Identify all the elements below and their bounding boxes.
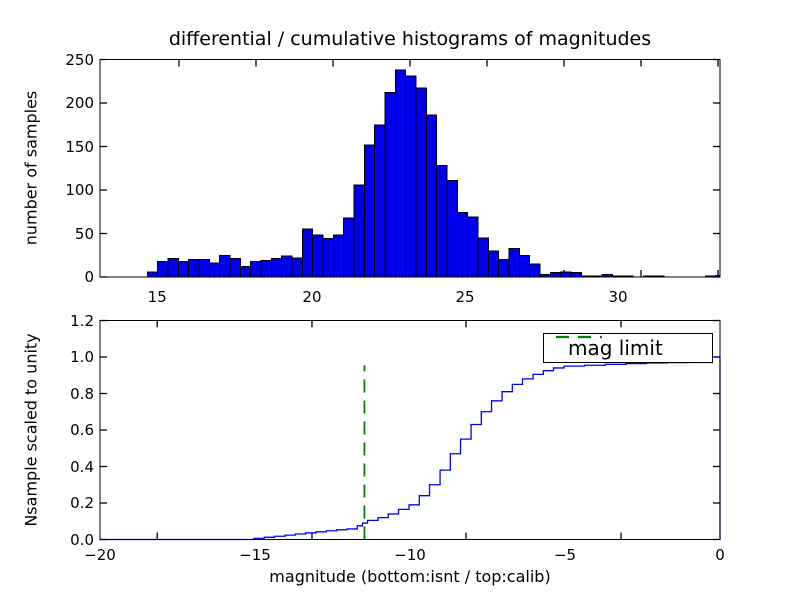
histogram-bar — [198, 259, 210, 278]
legend-box: mag limit — [543, 333, 713, 363]
bottom-x-tick-label: −10 — [394, 545, 426, 564]
histogram-bar — [384, 92, 396, 278]
bottom-y-axis-label: Nsample scaled to unity — [21, 333, 41, 527]
histogram-bar — [312, 234, 324, 278]
histogram-bar — [270, 258, 283, 278]
histogram-bar — [560, 271, 572, 278]
y-tick-label: 50 — [74, 224, 94, 243]
bottom-x-tick-label: −5 — [553, 545, 577, 564]
figure-title: differential / cumulative histograms of … — [168, 28, 652, 50]
top-plot-frame — [99, 58, 721, 278]
histogram-bar — [301, 228, 314, 278]
cumulative-step-curve — [100, 356, 721, 541]
histogram-bar — [487, 250, 500, 278]
bottom-x-axis-label: magnitude (bottom:isnt / top:calib) — [269, 567, 551, 586]
histogram-bar — [570, 272, 582, 278]
histogram-bar — [353, 184, 365, 278]
histogram-bar — [239, 266, 252, 278]
y-tick-label: 0.6 — [70, 421, 94, 439]
histogram-bar — [508, 247, 520, 278]
histogram-bar — [405, 75, 417, 278]
histogram-bar — [415, 87, 427, 278]
histogram-bar — [177, 260, 190, 278]
histogram-bar — [188, 259, 200, 278]
y-tick-label: 0 — [84, 268, 94, 286]
top-x-tick-label: 30 — [608, 288, 628, 306]
histogram-bar — [250, 260, 262, 278]
top-x-tick-label: 20 — [302, 288, 322, 306]
histogram-bar — [229, 258, 241, 278]
bottom-x-tick-label: 0 — [715, 545, 725, 564]
top-y-axis-label: number of samples — [21, 90, 41, 246]
histogram-bar — [291, 257, 303, 278]
histogram-bar — [157, 260, 169, 278]
histogram-bar — [281, 255, 293, 278]
y-tick-label: 150 — [65, 137, 94, 156]
top-x-tick-label: 15 — [147, 288, 167, 306]
histogram-bar — [446, 179, 458, 278]
histogram-bar — [260, 259, 272, 278]
legend-dashed-line-icon — [556, 335, 602, 339]
top-x-tick-label: 25 — [455, 288, 475, 306]
bottom-x-tick-label: −20 — [84, 545, 116, 564]
histogram-bar — [374, 124, 386, 278]
y-tick-label: 1.0 — [70, 348, 94, 366]
legend-label: mag limit — [568, 336, 663, 360]
histogram-bar — [549, 272, 562, 278]
y-tick-label: 0.8 — [70, 384, 94, 403]
bottom-plot-frame — [99, 319, 721, 541]
y-tick-label: 0.2 — [70, 494, 94, 512]
histogram-bar — [456, 212, 469, 278]
histogram-bar — [363, 144, 376, 278]
histogram-bar — [167, 258, 179, 278]
histogram-bar — [518, 254, 531, 278]
histogram-bar — [332, 234, 345, 278]
histogram-bar — [477, 237, 489, 278]
histogram-bar — [146, 271, 159, 278]
histogram-bar — [529, 263, 541, 278]
y-tick-label: 100 — [65, 181, 94, 199]
histogram-bar — [208, 262, 221, 278]
y-tick-label: 250 — [65, 50, 94, 69]
histogram-bar — [394, 69, 407, 278]
y-tick-label: 0.4 — [70, 457, 94, 476]
histogram-bar — [343, 217, 355, 278]
bottom-x-tick-label: −15 — [239, 545, 271, 564]
histogram-bar — [425, 114, 438, 278]
histogram-bar — [436, 165, 448, 278]
histogram-bar — [467, 216, 479, 278]
histogram-bar — [498, 259, 510, 278]
y-tick-label: 1.2 — [70, 311, 94, 330]
histogram-bar — [322, 238, 334, 278]
y-tick-label: 0.0 — [70, 530, 94, 549]
y-tick-label: 200 — [65, 94, 94, 112]
histogram-bar — [219, 254, 231, 278]
